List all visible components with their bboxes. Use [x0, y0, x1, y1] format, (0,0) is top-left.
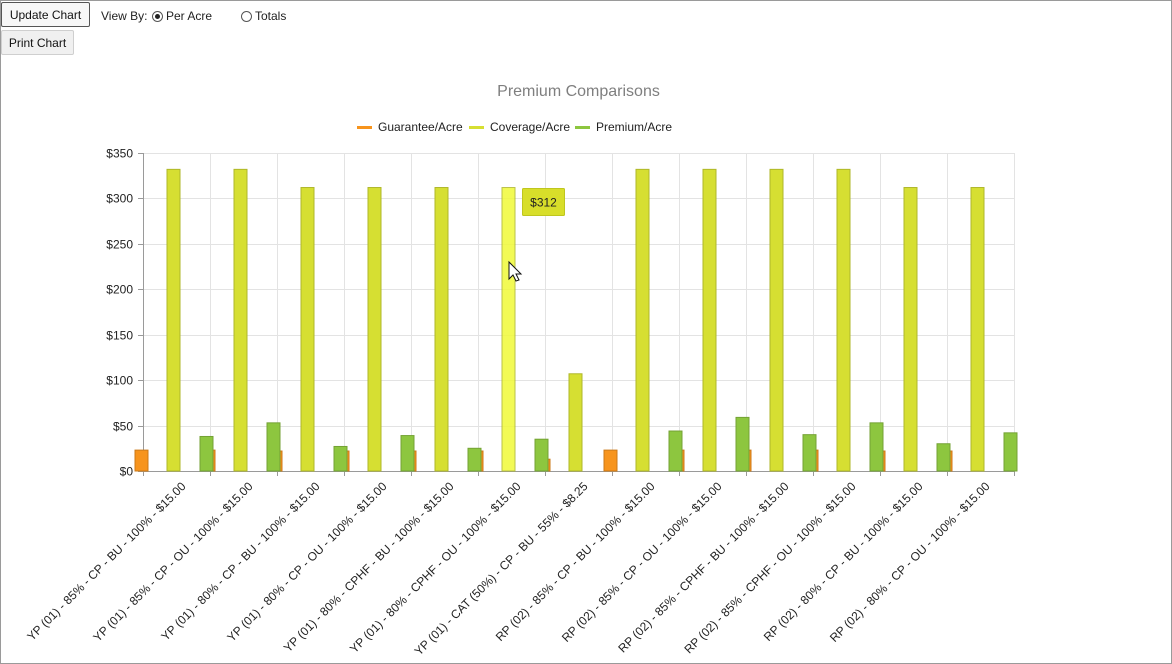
bar-premium-acre-2	[266, 422, 281, 472]
bar-premium-acre-8	[668, 430, 683, 472]
per-acre-radio[interactable]: Per Acre	[152, 9, 212, 23]
legend-label-2: Coverage/Acre	[490, 120, 570, 134]
per-acre-radio-circle[interactable]	[152, 10, 163, 22]
legend-swatch-1	[357, 126, 372, 129]
bar-premium-acre-11	[869, 422, 884, 472]
bar-coverage-acre-5	[434, 187, 449, 472]
y-tick-label: $50	[113, 420, 133, 434]
bar-premium-acre-6	[534, 438, 549, 472]
y-tick-label: $150	[106, 329, 133, 343]
bar-coverage-acre-4	[367, 187, 382, 472]
bar-coverage-acre-6	[501, 187, 516, 472]
chart-title: Premium Comparisons	[497, 83, 660, 100]
bar-coverage-acre-10	[769, 168, 784, 472]
bar-premium-acre-10	[802, 434, 817, 472]
bar-premium-acre-3	[333, 445, 348, 472]
tooltip-box	[522, 188, 565, 217]
totals-radio-circle[interactable]	[241, 10, 252, 22]
print-chart-button[interactable]: Print Chart	[1, 30, 74, 55]
legend-label-1: Guarantee/Acre	[378, 120, 463, 134]
legend-label-3: Premium/Acre	[596, 120, 672, 134]
y-tick-label: $100	[106, 374, 133, 388]
legend-swatch-3	[575, 126, 590, 129]
bar-coverage-acre-2	[233, 168, 248, 472]
bar-coverage-acre-9	[702, 168, 717, 472]
totals-radio[interactable]: Totals	[241, 9, 286, 23]
bar-guarantee-acre-8	[603, 449, 618, 472]
bar-premium-acre-4	[400, 435, 415, 472]
bar-coverage-acre-12	[903, 187, 918, 472]
bar-guarantee-acre-1	[134, 449, 149, 472]
legend-swatch-2	[469, 126, 484, 129]
bar-coverage-acre-11	[836, 168, 851, 472]
bar-premium-acre-5	[467, 447, 482, 472]
totals-radio-label: Totals	[255, 9, 287, 23]
bar-premium-acre-12	[936, 443, 951, 472]
bar-coverage-acre-7	[568, 373, 583, 472]
view-by-label: View By:	[101, 9, 148, 23]
y-tick-label: $0	[120, 465, 134, 479]
y-tick-label: $250	[106, 238, 133, 252]
bar-coverage-acre-13	[970, 187, 985, 472]
bar-premium-acre-9	[735, 416, 750, 472]
bar-premium-acre-13	[1003, 432, 1018, 472]
tooltip-value: $312	[530, 196, 557, 210]
y-tick-label: $350	[106, 147, 133, 161]
radio-selected-dot	[155, 13, 160, 19]
mouse-cursor-icon	[508, 260, 523, 282]
bar-coverage-acre-8	[635, 168, 650, 472]
per-acre-radio-label: Per Acre	[166, 9, 213, 23]
bar-coverage-acre-1	[166, 168, 181, 472]
y-tick-label: $200	[106, 283, 133, 297]
y-tick-label: $300	[106, 192, 133, 206]
bar-premium-acre-1	[199, 435, 214, 472]
bar-coverage-acre-3	[300, 187, 315, 472]
update-chart-button[interactable]: Update Chart	[1, 2, 90, 27]
